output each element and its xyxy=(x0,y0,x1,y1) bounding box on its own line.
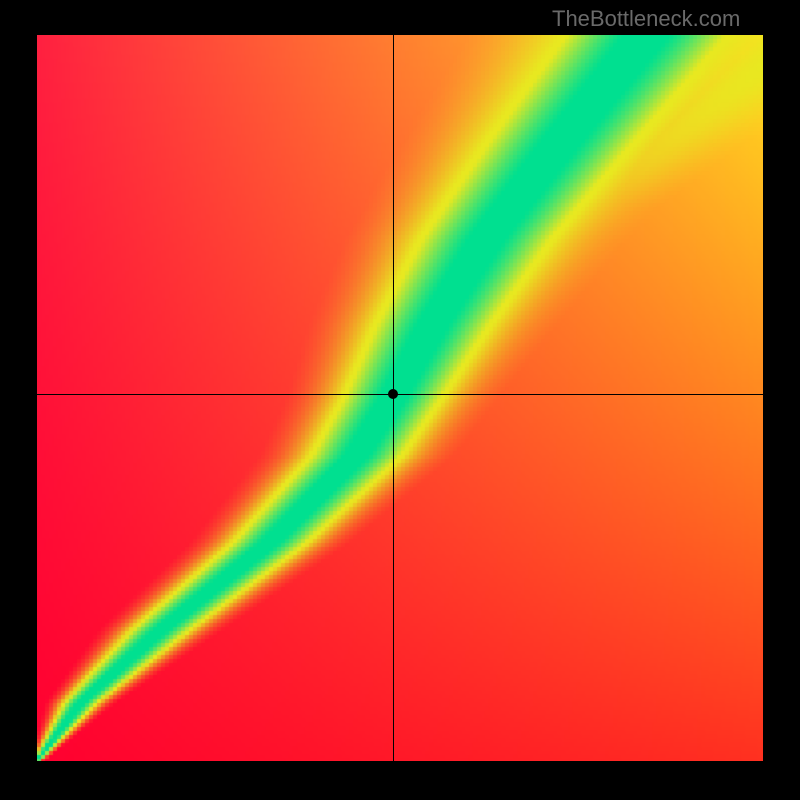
crosshair-horizontal xyxy=(37,394,763,395)
bottleneck-heatmap xyxy=(37,35,763,761)
watermark-text: TheBottleneck.com xyxy=(552,6,740,32)
heatmap-canvas xyxy=(37,35,763,761)
crosshair-marker xyxy=(388,389,398,399)
